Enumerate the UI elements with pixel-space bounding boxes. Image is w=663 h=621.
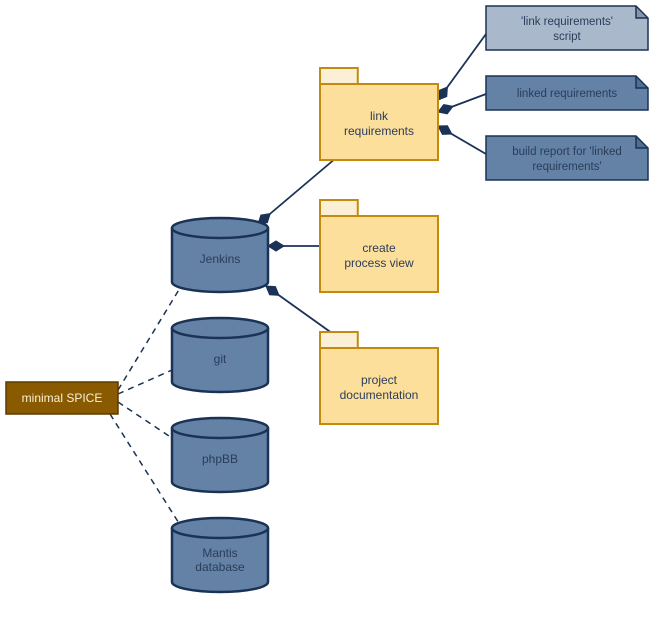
node-jenkins: Jenkins bbox=[172, 218, 268, 292]
svg-text:minimal SPICE: minimal SPICE bbox=[22, 391, 103, 405]
svg-text:phpBB: phpBB bbox=[202, 452, 238, 466]
svg-text:database: database bbox=[195, 560, 245, 574]
node-link-requirements: linkrequirements bbox=[320, 68, 438, 160]
svg-text:linked requirements: linked requirements bbox=[517, 88, 618, 100]
svg-text:project: project bbox=[361, 373, 398, 387]
svg-text:build report for 'linked: build report for 'linked bbox=[512, 146, 622, 158]
node-project-documentation: projectdocumentation bbox=[320, 332, 438, 424]
svg-text:requirements': requirements' bbox=[532, 161, 601, 173]
svg-text:process view: process view bbox=[344, 256, 414, 270]
svg-text:documentation: documentation bbox=[340, 388, 419, 402]
note-linked-requirements: linked requirements bbox=[486, 76, 648, 110]
svg-text:Jenkins: Jenkins bbox=[200, 252, 241, 266]
note-link-requirements-script: 'link requirements' script bbox=[486, 6, 648, 50]
svg-text:create: create bbox=[362, 241, 396, 255]
node-minimal-spice: minimal SPICE bbox=[6, 382, 118, 414]
svg-text:Mantis: Mantis bbox=[202, 546, 237, 560]
svg-text:git: git bbox=[214, 352, 227, 366]
svg-text:script: script bbox=[553, 31, 581, 43]
node-mantis: Mantisdatabase bbox=[172, 518, 268, 592]
svg-text:link: link bbox=[370, 109, 389, 123]
node-create-process-view: createprocess view bbox=[320, 200, 438, 292]
node-phpbb: phpBB bbox=[172, 418, 268, 492]
spice-diagram: minimal SPICE Jenkins git phpBB Mantisdataba… bbox=[0, 0, 663, 616]
svg-text:requirements: requirements bbox=[344, 124, 414, 138]
node-git: git bbox=[172, 318, 268, 392]
note-build-report: build report for 'linked requirements' bbox=[486, 136, 648, 180]
svg-text:'link requirements': 'link requirements' bbox=[521, 16, 613, 28]
